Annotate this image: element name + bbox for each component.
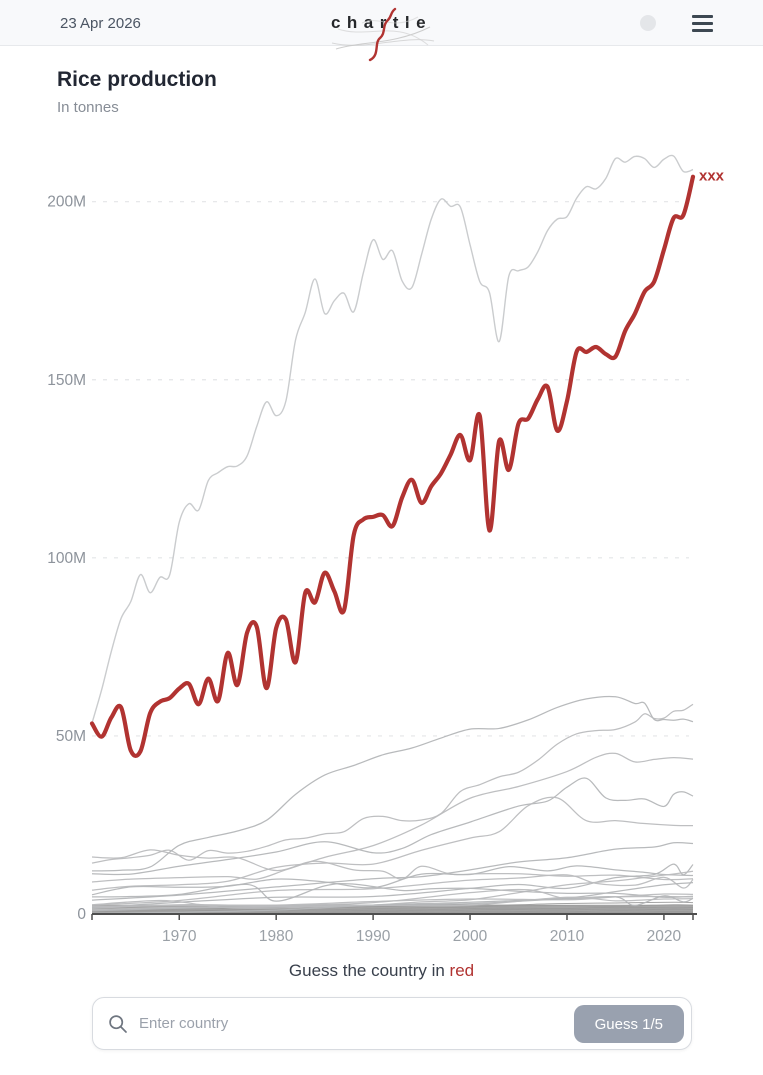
x-axis-labels: 1970 1980 1990 2000 2010 2020 [162,928,682,945]
svg-text:2020: 2020 [647,928,682,945]
mystery-series-label: xxx [699,168,725,185]
y-axis-labels: 0 50M 100M 150M 200M [47,194,86,923]
menu-icon[interactable] [692,14,713,32]
svg-text:1970: 1970 [162,928,197,945]
svg-text:1990: 1990 [356,928,391,945]
page-title: Rice production [57,68,217,91]
svg-text:100M: 100M [47,550,86,567]
svg-text:0: 0 [77,906,86,923]
page-subtitle: In tonnes [57,99,119,116]
background-country-lines [91,154,694,914]
svg-text:150M: 150M [47,372,86,389]
svg-text:1980: 1980 [259,928,294,945]
svg-text:2000: 2000 [453,928,488,945]
rice-production-chart: 0 50M 100M 150M 200M 1970 1980 1990 2000 2010 202… [47,154,725,945]
logo-text: chartle [331,13,432,32]
svg-text:200M: 200M [47,194,86,211]
gridlines [92,201,689,737]
guess-prompt-highlight: red [449,961,475,980]
guess-prompt: Guess the country in red [0,961,763,981]
svg-text:2010: 2010 [550,928,585,945]
guess-input-card: Guess 1/5 [92,997,692,1050]
search-icon [108,1014,128,1034]
guess-button[interactable]: Guess 1/5 [573,1005,684,1043]
svg-text:50M: 50M [56,728,86,745]
page-head: Rice production In tonnes [0,46,763,116]
mystery-country-line [89,174,696,758]
logo[interactable]: chartle [317,0,446,62]
country-input[interactable] [128,1015,691,1032]
status-dot [640,15,656,31]
guess-prompt-text: Guess the country in [288,961,450,980]
top-bar: 23 Apr 2026 chartle [0,0,763,62]
date-label: 23 Apr 2026 [60,14,141,32]
x-axis [91,913,697,920]
